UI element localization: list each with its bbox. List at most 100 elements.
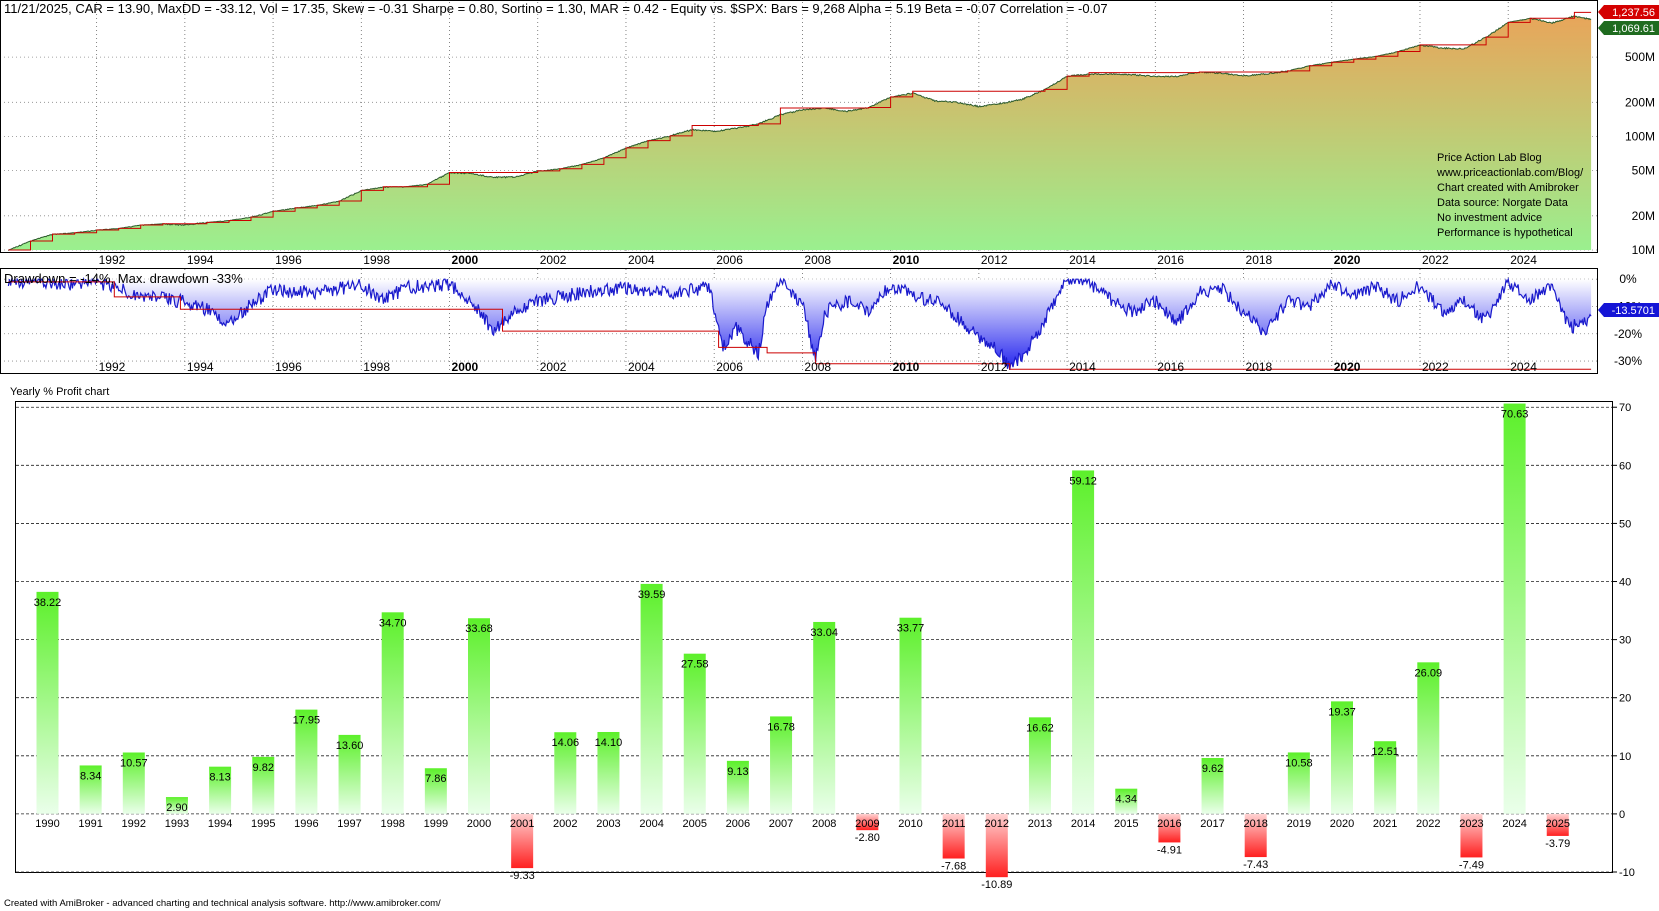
yearly-bar-label: 2.90 xyxy=(166,802,187,814)
yearly-y-tick-label: 0 xyxy=(1619,809,1625,821)
yearly-category-label: 2008 xyxy=(812,818,836,830)
yearly-bar-positive xyxy=(899,617,922,814)
watermark-line: Chart created with Amibroker xyxy=(1437,182,1579,194)
watermark-notes: Price Action Lab Blog www.priceactionlab… xyxy=(1437,151,1583,241)
watermark-line: No investment advice xyxy=(1437,212,1543,224)
yearly-bar-positive xyxy=(1331,701,1353,814)
drawdown-line xyxy=(7,276,1592,371)
drawdown-value-tag: -13.5701 xyxy=(1598,303,1659,317)
yearly-bar-label: 12.51 xyxy=(1371,746,1399,758)
yearly-category-label: 2018 xyxy=(1243,818,1267,830)
yearly-bar-label: 14.10 xyxy=(595,737,623,749)
yearly-bar-label: 34.70 xyxy=(379,617,407,629)
yearly-bar-label: 10.57 xyxy=(120,757,148,769)
yearly-bar-label: 9.13 xyxy=(727,766,748,778)
equity-x-tick-label: 1996 xyxy=(275,253,302,267)
yearly-category-label: 2024 xyxy=(1502,818,1526,830)
equity-x-tick-label: 2008 xyxy=(804,253,831,267)
drawdown-y-tick-label: -30% xyxy=(1614,354,1642,368)
drawdown-y-tick-label: 0% xyxy=(1619,272,1637,286)
yearly-bar-label: 14.06 xyxy=(552,737,580,749)
yearly-category-label: 2020 xyxy=(1330,818,1354,830)
yearly-category-label: 2017 xyxy=(1200,818,1224,830)
yearly-bar-positive xyxy=(1072,470,1095,814)
yearly-bar-negative xyxy=(985,813,1008,878)
yearly-category-label: 1992 xyxy=(122,818,146,830)
yearly-bar-positive xyxy=(1115,788,1138,814)
yearly-category-label: 2001 xyxy=(510,818,534,830)
drawdown-x-tick-label: 2014 xyxy=(1069,360,1096,374)
footer-credit: Created with AmiBroker - advanced charti… xyxy=(4,898,441,909)
drawdown-x-tick-label: 2020 xyxy=(1334,360,1361,374)
yearly-bar-label: 39.59 xyxy=(638,589,666,601)
yearly-y-tick-label: 50 xyxy=(1619,518,1631,530)
drawdown-x-tick-label: 2000 xyxy=(452,360,479,374)
yearly-bar-positive xyxy=(381,612,404,814)
yearly-bar-positive xyxy=(726,760,749,814)
yearly-category-label: 2011 xyxy=(942,818,966,830)
yearly-bar-label: 9.82 xyxy=(253,762,274,774)
yearly-bar-label: 8.13 xyxy=(209,772,230,784)
yearly-category-label: 2013 xyxy=(1028,818,1052,830)
yearly-bar-label: 17.95 xyxy=(293,715,321,727)
yearly-category-label: 1999 xyxy=(424,818,448,830)
equity-x-tick-label: 2020 xyxy=(1334,253,1361,267)
yearly-bar-negative xyxy=(942,813,965,859)
equity-price-tags: 1,237.56 1,069.61 xyxy=(1598,5,1659,35)
yearly-category-label: 2025 xyxy=(1546,818,1570,830)
yearly-y-tick-label: 30 xyxy=(1619,635,1631,647)
yearly-bar-positive xyxy=(554,732,577,814)
drawdown-header: Drawdown = -14%, Max. drawdown -33% xyxy=(4,271,243,286)
drawdown-x-tick-label: 1998 xyxy=(363,360,390,374)
yearly-bar-label: 8.34 xyxy=(80,770,101,782)
yearly-category-label: 2009 xyxy=(855,818,879,830)
drawdown-panel: 1992 1994 1996 1998 2000 2002 2004 2006 2008 2010… xyxy=(0,268,1642,374)
equity-x-tick-label: 2000 xyxy=(452,253,479,267)
equity-x-tick-label: 1992 xyxy=(99,253,126,267)
yearly-bar-positive xyxy=(122,752,145,814)
yearly-category-label: 2000 xyxy=(467,818,491,830)
drawdown-y-tick-label: -20% xyxy=(1614,327,1642,341)
equity-x-tick-label: 1994 xyxy=(187,253,214,267)
yearly-bar-positive xyxy=(36,591,59,814)
yearly-bar-negative xyxy=(1460,813,1483,858)
equity-y-tick-label: 100M xyxy=(1625,129,1655,143)
drawdown-x-tick-label: 2016 xyxy=(1157,360,1184,374)
drawdown-tag-text: -13.5701 xyxy=(1612,305,1655,317)
yearly-bar-label: -7.49 xyxy=(1459,859,1484,871)
equity-high-tag: 1,237.56 xyxy=(1612,7,1655,19)
yearly-bar-positive xyxy=(813,621,836,814)
yearly-bar-positive xyxy=(640,583,663,814)
yearly-bar-label: 4.34 xyxy=(1116,794,1137,806)
yearly-bar-negative xyxy=(856,813,879,831)
yearly-category-label: 2015 xyxy=(1114,818,1138,830)
yearly-category-label: 1993 xyxy=(165,818,189,830)
yearly-category-label: 2003 xyxy=(596,818,620,830)
drawdown-x-tick-label: 1992 xyxy=(99,360,126,374)
yearly-category-label: 1990 xyxy=(35,818,59,830)
equity-x-tick-label: 2022 xyxy=(1422,253,1449,267)
yearly-bar-label: 16.62 xyxy=(1026,722,1054,734)
yearly-bar-negative xyxy=(511,813,534,869)
drawdown-x-tick-label: 2024 xyxy=(1510,360,1537,374)
drawdown-x-tick-label: 2018 xyxy=(1246,360,1273,374)
yearly-bar-positive xyxy=(165,797,188,814)
yearly-y-tick-label: 60 xyxy=(1619,460,1631,472)
equity-area xyxy=(8,16,1592,251)
yearly-category-label: 2010 xyxy=(898,818,922,830)
yearly-category-label: 2004 xyxy=(639,818,663,830)
yearly-bar-positive xyxy=(295,709,318,814)
yearly-bar-positive xyxy=(1503,403,1526,814)
yearly-bar-positive xyxy=(468,618,490,814)
equity-x-tick-label: 2002 xyxy=(540,253,567,267)
yearly-y-tick-label: 10 xyxy=(1619,751,1631,763)
yearly-bar-label: 33.77 xyxy=(897,623,925,635)
yearly-bar-label: -7.43 xyxy=(1243,859,1268,871)
yearly-bar-label: -4.91 xyxy=(1157,844,1182,856)
yearly-category-label: 2022 xyxy=(1416,818,1440,830)
yearly-bar-label: 59.12 xyxy=(1069,475,1097,487)
yearly-bar-label: 10.58 xyxy=(1285,757,1313,769)
drawdown-x-tick-label: 2004 xyxy=(628,360,655,374)
equity-panel: 1992 1994 1996 1998 2000 2002 2004 2006 2008 2010… xyxy=(0,0,1655,267)
